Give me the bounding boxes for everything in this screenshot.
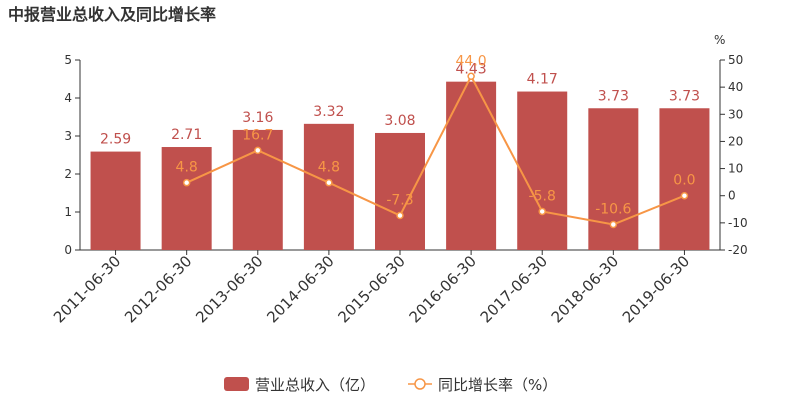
bar-value-label: 3.73 (598, 88, 629, 104)
bar (659, 108, 710, 250)
growth-line (186, 74, 685, 226)
bar-value-label: 4.17 (527, 72, 558, 88)
bar-value-label: 2.71 (171, 127, 202, 143)
bar-value-label: 2.59 (100, 132, 131, 148)
x-axis-tick-label: 2011-06-30 (50, 252, 124, 326)
line-point (609, 220, 618, 229)
bar-series: 2.59 2.71 3.16 3.32 3.08 4.43 4.17 3.73 3.73 (90, 62, 710, 250)
left-axis-tick-label: 4 (64, 91, 72, 105)
bar (517, 91, 568, 250)
line-point (396, 211, 404, 220)
x-axis-tick-label: 2015-06-30 (334, 252, 408, 326)
bar (161, 147, 212, 250)
x-axis-tick-label: 2019-06-30 (619, 252, 693, 326)
legend-line-marker[interactable] (414, 378, 426, 390)
line-value-label: -7.3 (386, 193, 413, 209)
x-axis-tick-label: 2017-06-30 (477, 252, 551, 326)
left-axis-tick-label: 2 (64, 167, 72, 181)
line-point (680, 191, 689, 200)
line-value-label: -10.6 (595, 201, 631, 217)
right-axis-unit: % (714, 33, 725, 47)
line-value-label: 16.7 (242, 127, 273, 143)
right-axis-tick-label: 50 (728, 53, 743, 67)
bar-value-label: 3.32 (313, 104, 344, 120)
left-axis-tick-label: 3 (64, 129, 72, 143)
line-point (538, 207, 546, 216)
x-axis-tick-label: 2016-06-30 (406, 252, 480, 326)
bar-value-label: 4.43 (456, 62, 487, 78)
legend-line-label[interactable]: 同比增长率（%） (438, 376, 557, 394)
left-axis-tick-label: 0 (64, 243, 72, 257)
bar (446, 81, 497, 250)
left-axis-tick-label: 1 (64, 205, 72, 219)
legend-bar-label[interactable]: 营业总收入（亿） (255, 376, 375, 394)
line-value-label: 44.0 (456, 53, 487, 69)
x-axis-tick-label: 2013-06-30 (192, 252, 266, 326)
right-axis-tick-label: 20 (728, 134, 743, 148)
bar (90, 151, 141, 250)
right-axis-tick-label: 10 (728, 162, 743, 176)
left-axis-tick-label: 5 (64, 53, 72, 67)
bar (375, 132, 425, 250)
right-axis-tick-label: -10 (728, 216, 748, 230)
right-axis-tick-label: 40 (728, 80, 743, 94)
line-value-label: -5.8 (529, 188, 556, 204)
right-axis-tick-label: -20 (728, 243, 748, 257)
line-value-label: 4.8 (176, 160, 198, 176)
x-axis-tick-label: 2014-06-30 (263, 252, 337, 326)
line-point (182, 178, 191, 187)
x-axis-tick-label: 2018-06-30 (548, 252, 622, 326)
chart-title: 中报营业总收入及同比增长率 (8, 5, 216, 24)
bar (588, 108, 639, 250)
bar-value-label: 3.73 (669, 88, 700, 104)
line-point (325, 178, 333, 187)
x-axis-tick-label: 2012-06-30 (121, 252, 195, 326)
right-axis-tick-label: 30 (728, 107, 743, 121)
x-axis-ticks: 2011-06-302012-06-302013-06-302014-06-30… (50, 250, 693, 326)
line-point (467, 72, 475, 81)
legend-bar-swatch[interactable] (224, 377, 249, 391)
line-series: 4.8 16.7 4.8 -7.3 44.0 -5.8 -10.6 0.0 (176, 53, 696, 229)
line-point (254, 146, 262, 155)
right-axis-tick-label: 0 (728, 189, 736, 203)
legend[interactable]: 营业总收入（亿） 同比增长率（%） (224, 376, 557, 394)
line-value-label: 4.8 (318, 160, 340, 176)
bar (303, 123, 354, 250)
bar-value-label: 3.16 (242, 110, 273, 126)
line-value-label: 0.0 (673, 173, 695, 189)
bar-value-label: 3.08 (384, 113, 415, 129)
